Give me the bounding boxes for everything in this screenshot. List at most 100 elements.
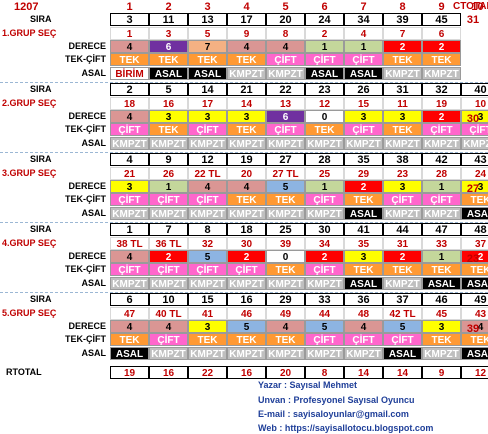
derece-cell: 5: [227, 320, 266, 333]
rtotal-cell: 14: [383, 366, 422, 379]
asal-label: ASAL: [81, 348, 107, 358]
rtotal-cell: 20: [266, 366, 305, 379]
derece-cell: 2: [383, 40, 422, 53]
tekcift-cell: ÇİFT: [305, 263, 344, 276]
asal-cell: KMPZT: [305, 207, 344, 220]
tekcift-cell: ÇİFT: [110, 263, 149, 276]
tekcift-cell: TEK: [344, 263, 383, 276]
derece-cell: 2: [461, 250, 488, 263]
tekcift-cell: ÇİFT: [305, 53, 344, 66]
derece-cell: 3: [461, 180, 488, 193]
tekcift-cell: TEK: [110, 333, 149, 346]
column-number: 7: [360, 1, 367, 13]
tekcift-cell: ÇİFT: [266, 53, 305, 66]
sec-cell: 44: [305, 307, 344, 320]
tekcift-cell: TEK: [149, 123, 188, 136]
asal-cell: KMPZT: [422, 67, 461, 80]
sira-cell: 46: [422, 293, 461, 306]
sira-cell: 29: [266, 293, 305, 306]
sira-cell: 14: [188, 83, 227, 96]
sec-cell: 14: [227, 97, 266, 110]
sec-cell: 21: [110, 167, 149, 180]
derece-cell: 3: [461, 110, 488, 123]
sira-cell: 21: [227, 83, 266, 96]
sec-cell: 46: [227, 307, 266, 320]
asal-cell: ASAL: [461, 347, 488, 360]
sec-cell: 24: [461, 167, 488, 180]
sec-cell: 30: [227, 237, 266, 250]
sira-cell: 8: [188, 223, 227, 236]
sira-cell: 42: [422, 153, 461, 166]
derece-cell: 4: [227, 180, 266, 193]
sira-cell: 24: [305, 13, 344, 26]
derece-cell: 4: [110, 40, 149, 53]
derece-label: DERECE: [68, 181, 106, 191]
group-label: 2.GRUP SEÇ: [2, 98, 57, 108]
asal-cell: KMPZT: [422, 207, 461, 220]
asal-cell: KMPZT: [149, 347, 188, 360]
derece-cell: 4: [110, 250, 149, 263]
asal-cell: KMPZT: [110, 207, 149, 220]
sira-cell: 26: [344, 83, 383, 96]
derece-cell: 2: [383, 250, 422, 263]
rtotal-cell: 14: [344, 366, 383, 379]
sec-cell: 22 TL: [188, 167, 227, 180]
tekcift-cell: ÇİFT: [383, 333, 422, 346]
group-label: 1.GRUP SEÇ: [2, 28, 57, 38]
derece-cell: 2: [305, 250, 344, 263]
derece-cell: 6: [266, 110, 305, 123]
sec-cell: 34: [305, 237, 344, 250]
sira-cell: 18: [227, 223, 266, 236]
group-separator: [0, 292, 488, 293]
derece-cell: 4: [227, 40, 266, 53]
derece-cell: 3: [383, 180, 422, 193]
sec-cell: 2: [305, 27, 344, 40]
tekcift-cell: TEK: [227, 333, 266, 346]
group-label: 4.GRUP SEÇ: [2, 238, 57, 248]
sec-cell: 47: [110, 307, 149, 320]
sira-cell: 33: [305, 293, 344, 306]
sira-label: SIRA: [30, 224, 52, 234]
asal-cell: KMPZT: [149, 277, 188, 290]
sec-cell: 15: [344, 97, 383, 110]
tekcift-cell: TEK: [188, 333, 227, 346]
column-number: 9: [438, 1, 445, 13]
sec-cell: 40 TL: [149, 307, 188, 320]
tekcift-cell: TEK: [149, 53, 188, 66]
group-total: 31: [466, 14, 480, 26]
sira-cell: 36: [344, 293, 383, 306]
asal-cell: KMPZT: [110, 277, 149, 290]
sec-cell: 9: [227, 27, 266, 40]
sira-cell: 43: [461, 153, 488, 166]
derece-cell: 4: [266, 320, 305, 333]
tekcift-cell: ÇİFT: [305, 333, 344, 346]
sec-cell: 8: [266, 27, 305, 40]
sec-cell: 41: [188, 307, 227, 320]
sira-cell: 2: [110, 83, 149, 96]
asal-cell: KMPZT: [266, 67, 305, 80]
sira-cell: 28: [305, 153, 344, 166]
asal-cell: KMPZT: [227, 67, 266, 80]
column-number: 4: [243, 1, 250, 13]
derece-cell: 3: [344, 110, 383, 123]
tekcift-cell: TEK: [422, 263, 461, 276]
asal-cell: KMPZT: [266, 137, 305, 150]
sira-cell: 47: [422, 223, 461, 236]
sira-cell: 17: [227, 13, 266, 26]
column-number: 3: [204, 1, 211, 13]
sec-cell: 16: [149, 97, 188, 110]
grand-total: 1207: [14, 1, 39, 13]
tekcift-cell: TEK: [227, 193, 266, 206]
asal-cell: KMPZT: [266, 277, 305, 290]
asal-cell: KMPZT: [266, 347, 305, 360]
sira-label: SIRA: [30, 294, 52, 304]
asal-label: ASAL: [81, 68, 107, 78]
asal-cell: KMPZT: [305, 137, 344, 150]
group-separator: [0, 222, 488, 223]
rtotal-cell: 22: [188, 366, 227, 379]
tekcift-cell: ÇİFT: [227, 263, 266, 276]
sira-cell: 30: [305, 223, 344, 236]
sira-cell: 35: [344, 153, 383, 166]
sec-cell: 6: [422, 27, 461, 40]
asal-cell: KMPZT: [188, 137, 227, 150]
